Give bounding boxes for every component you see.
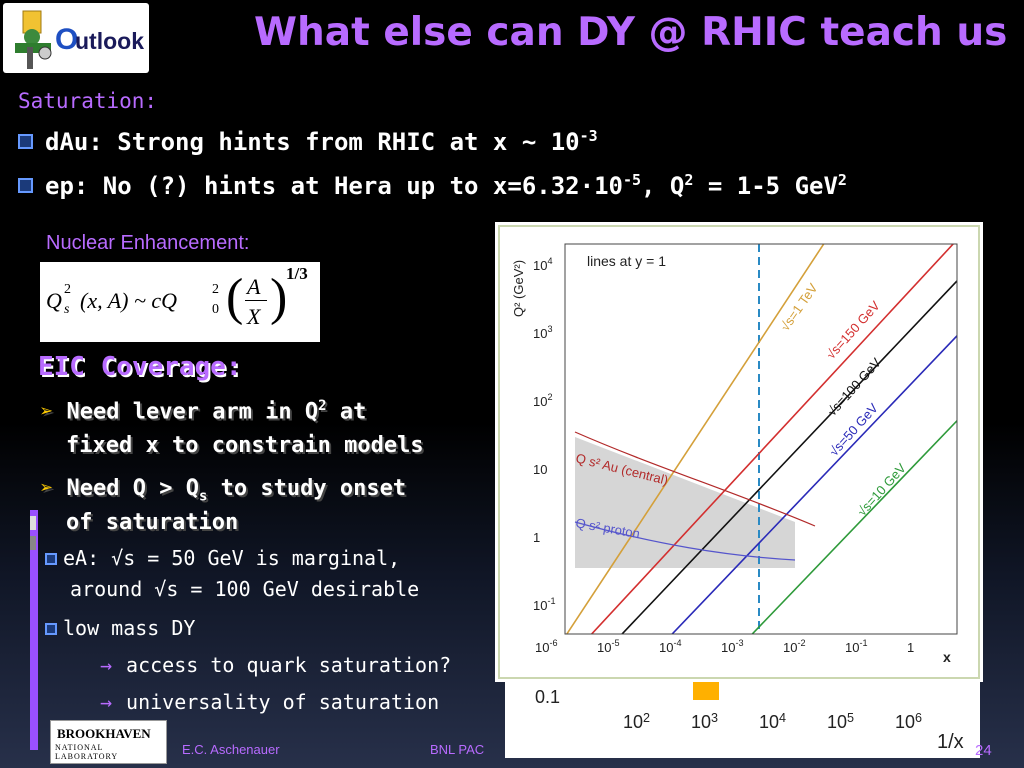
saturation-formula: Q 2 s (x, A) ~ cQ 2 0 ( A X ) 1/3 <box>40 262 320 342</box>
arrow-item-quark-saturation: → access to quark saturation? <box>100 653 452 677</box>
x2-tick-label: 102 <box>623 711 650 732</box>
au-curve <box>574 431 816 527</box>
x2-tick-label: 103 <box>691 711 718 732</box>
eic-item-onset-line2: of saturation <box>66 510 239 535</box>
logo-text: utlook <box>75 28 144 54</box>
coverage-plot-svg: lines at y = 1 Q² (GeV²) 10410310210110-… <box>498 225 980 679</box>
arrow-item-universality: → universality of saturation <box>100 690 440 714</box>
ytick-label: 0.1 <box>535 687 560 707</box>
logo-o: O <box>55 23 79 56</box>
saturation-label: Saturation: <box>18 89 158 113</box>
nuclear-enhancement-label: Nuclear Enhancement: <box>46 232 250 254</box>
sub-item-ea: eA: √s = 50 GeV is marginal, <box>45 546 400 570</box>
xaxis-label: x <box>943 649 951 665</box>
square-bullet-icon <box>45 623 57 635</box>
slide-title: What else can DY @ RHIC teach us <box>254 10 1008 55</box>
xaxis-label: 1/x <box>937 731 964 753</box>
footer-page-number: 24 <box>975 742 992 759</box>
square-bullet-icon <box>45 553 57 565</box>
footer-author: E.C. Aschenauer <box>182 742 280 757</box>
eic-item-lever-arm-line2: fixed x to constrain models <box>66 433 424 458</box>
outlook-logo: O utlook <box>3 3 149 73</box>
sub-item-ea-line2: around √s = 100 GeV desirable <box>70 577 420 601</box>
right-arrow-icon: → <box>100 653 113 677</box>
line-1tev <box>565 244 825 634</box>
plot-frame <box>564 243 958 635</box>
square-bullet-icon <box>18 178 33 193</box>
square-bullet-icon <box>18 134 33 149</box>
arrow-bullet-icon: ➢ <box>40 476 54 501</box>
background-plot: 0.1 102 103 104 105 106 1/x <box>505 678 980 758</box>
bullet-dau: dAu: Strong hints from RHIC at x ~ 10-3 <box>18 127 598 156</box>
eic-item-onset: ➢ Need Q > Qs to study onset <box>40 476 407 505</box>
y-tick-label: 10 <box>533 462 547 477</box>
line-150gev <box>590 244 955 634</box>
decorative-bar <box>30 510 38 750</box>
decorative-block <box>30 516 36 530</box>
line-10gev <box>751 419 957 634</box>
eic-item-lever-arm: ➢ Need lever arm in Q2 at <box>40 398 367 425</box>
line-100gev <box>620 279 957 634</box>
plot-legend: lines at y = 1 <box>587 253 666 269</box>
eic-coverage-title: EIC Coverage: <box>38 352 242 382</box>
bullet-ep: ep: No (?) hints at Hera up to x=6.32·10… <box>18 171 847 200</box>
footer-event: BNL PAC <box>430 742 485 757</box>
coverage-plot: lines at y = 1 Q² (GeV²) 104 103 102 10 1 10-… <box>495 222 983 682</box>
figure-icon <box>15 10 52 69</box>
x2-tick-label: 105 <box>827 711 854 732</box>
x-tick-label: 1 <box>907 640 914 655</box>
x2-tick-label: 104 <box>759 711 786 732</box>
proton-curve <box>574 521 796 561</box>
line-50gev <box>671 334 957 634</box>
bnl-logo: BROOKHAVEN NATIONAL LABORATORY <box>50 720 167 764</box>
yaxis-label: Q² (GeV²) <box>511 260 526 317</box>
arrow-bullet-icon: ➢ <box>40 399 54 425</box>
x2-tick-label: 106 <box>895 711 922 732</box>
heat-cell <box>693 678 719 700</box>
y-tick-label: 1 <box>533 530 540 545</box>
decorative-block <box>30 536 36 550</box>
right-arrow-icon: → <box>100 690 113 714</box>
sub-item-low-mass-dy: low mass DY <box>45 616 195 640</box>
